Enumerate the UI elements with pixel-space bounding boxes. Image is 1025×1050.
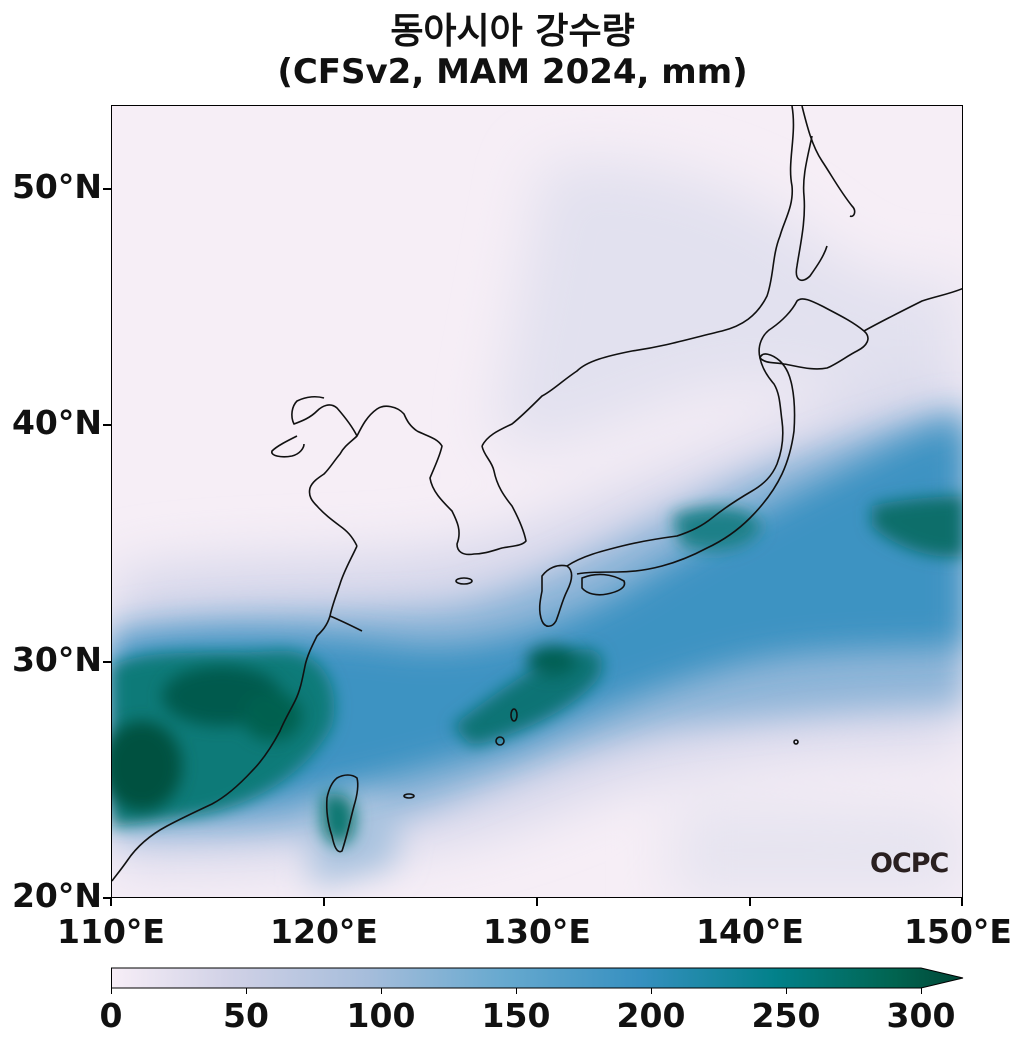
colorbar-bar xyxy=(111,967,964,989)
coast-china-east xyxy=(112,545,358,882)
lon-tick xyxy=(110,898,112,906)
lon-tick xyxy=(323,898,325,906)
lat-tick xyxy=(103,897,111,899)
map-svg xyxy=(112,106,962,897)
colorbar-label-0: 0 xyxy=(99,996,123,1035)
coast-hangzhou xyxy=(329,615,363,632)
lat-label-50n: 50°N xyxy=(11,167,102,206)
lat-label-40n: 40°N xyxy=(11,403,102,442)
island-ryukyu xyxy=(495,736,505,746)
colorbar-tick xyxy=(516,988,517,994)
lon-label-130e: 130°E xyxy=(483,912,591,951)
coast-bohai xyxy=(291,395,358,437)
lon-tick xyxy=(749,898,751,906)
coast-sakhalin-west xyxy=(795,135,828,282)
colorbar-tick xyxy=(381,988,382,994)
colorbar-label-250: 250 xyxy=(751,996,821,1035)
coast-bohai-south xyxy=(271,435,305,458)
island-jeju xyxy=(455,577,473,585)
colorbar-label-150: 150 xyxy=(481,996,551,1035)
coast-kyushu xyxy=(538,564,573,628)
colorbar-tick xyxy=(111,988,112,994)
coast-korea xyxy=(416,430,527,556)
lat-label-30n: 30°N xyxy=(11,640,102,679)
colorbar-tick xyxy=(246,988,247,994)
coast-primorye xyxy=(481,106,795,447)
precipitation-map xyxy=(111,105,963,898)
lat-tick xyxy=(103,661,111,663)
coast-taiwan xyxy=(325,774,359,853)
ocpc-logo: OCPC xyxy=(870,848,949,879)
map-title: 동아시아 강수량 xyxy=(390,11,635,52)
lon-tick xyxy=(961,898,963,906)
island-okinawa xyxy=(510,708,518,722)
coast-kuril xyxy=(863,287,962,332)
colorbar-label-200: 200 xyxy=(616,996,686,1035)
lon-label-150e: 150°E xyxy=(904,912,1012,951)
lat-tick xyxy=(103,424,111,426)
colorbar-tick xyxy=(786,988,787,994)
island-ogasawara xyxy=(793,739,799,745)
lon-label-140e: 140°E xyxy=(696,912,804,951)
colorbar-label-300: 300 xyxy=(886,996,956,1035)
colorbar-tick xyxy=(921,988,922,994)
coast-honshu xyxy=(566,353,796,575)
colorbar xyxy=(111,967,964,989)
lon-label-120e: 120°E xyxy=(270,912,378,951)
coastlines xyxy=(112,106,962,882)
precip-darkest-patches xyxy=(112,646,577,811)
coast-shikoku xyxy=(581,573,626,596)
colorbar-label-100: 100 xyxy=(346,996,416,1035)
colorbar-label-50: 50 xyxy=(223,996,269,1035)
colorbar-tick xyxy=(651,988,652,994)
lon-label-110e: 110°E xyxy=(57,912,165,951)
map-subtitle: (CFSv2, MAM 2024, mm) xyxy=(277,52,748,92)
coast-yellow-sea xyxy=(308,405,418,547)
lon-tick xyxy=(536,898,538,906)
lat-label-20n: 20°N xyxy=(11,876,102,915)
coast-sakhalin-east xyxy=(801,106,856,218)
island-ishigaki xyxy=(403,793,415,799)
lat-tick xyxy=(103,188,111,190)
